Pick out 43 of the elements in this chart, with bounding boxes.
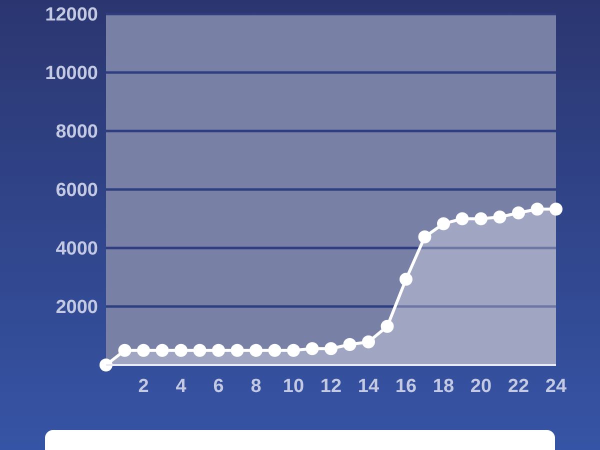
y-tick-label: 2000: [56, 297, 98, 318]
y-tick-label: 8000: [56, 122, 98, 143]
point: [268, 344, 282, 357]
x-tick-label: 22: [508, 376, 530, 397]
point: [118, 344, 132, 357]
point: [362, 335, 375, 348]
x-tick-label: 8: [250, 376, 262, 397]
x-tick-label: 20: [470, 376, 492, 397]
point: [306, 342, 319, 356]
point: [343, 338, 356, 352]
point: [250, 344, 262, 357]
point: [287, 344, 300, 357]
point: [418, 230, 432, 244]
x-tick-label: 14: [358, 376, 380, 397]
point: [324, 342, 338, 356]
point: [400, 272, 412, 286]
y-tick-label: 4000: [56, 238, 98, 260]
x-tick-label: 18: [432, 376, 454, 397]
point: [437, 217, 450, 230]
point: [550, 202, 562, 216]
point: [456, 212, 469, 226]
point: [512, 206, 525, 220]
y-tick-label: 10000: [45, 63, 98, 84]
point: [193, 344, 206, 357]
point: [380, 320, 394, 333]
x-tick-label: 12: [320, 376, 342, 397]
point: [174, 344, 188, 357]
point: [493, 210, 506, 224]
y-tick-label: 6000: [56, 180, 98, 202]
x-tick-label: 10: [282, 376, 304, 397]
x-tick-label: 4: [176, 376, 187, 397]
x-tick-label: 16: [395, 376, 417, 397]
x-tick-label: 24: [545, 376, 567, 397]
y-tick-label: 12000: [45, 4, 98, 26]
point: [212, 344, 225, 357]
point: [474, 212, 488, 226]
point: [100, 358, 112, 372]
point: [137, 344, 150, 357]
x-tick-label: 2: [138, 376, 149, 397]
point: [230, 344, 244, 357]
x-tick-label: 6: [213, 376, 224, 397]
point: [156, 344, 169, 357]
point: [530, 202, 544, 216]
